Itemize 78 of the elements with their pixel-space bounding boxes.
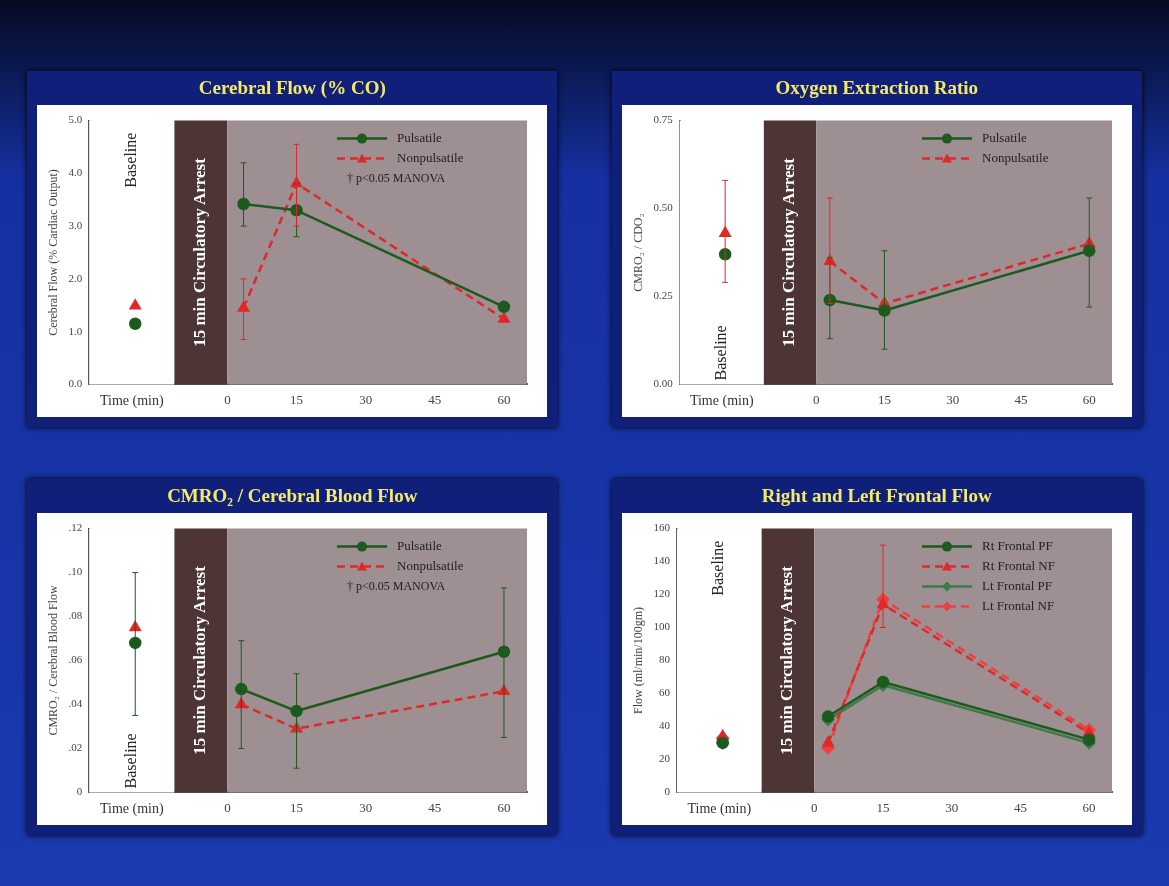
x-tick-label: 45 [1014, 391, 1028, 407]
y-tick-label: 160 [653, 521, 671, 534]
x-tick-label: 60 [1082, 799, 1096, 815]
y-tick-label: .02 [68, 740, 83, 753]
y-tick-label: 1.0 [68, 324, 83, 337]
y-tick-label: .06 [68, 653, 83, 666]
legend-label: Pulsatile [981, 130, 1027, 146]
y-tick-label: 60 [658, 686, 671, 699]
x-tick-label: 0 [812, 391, 820, 407]
y-axis-title: CMRO₂ / Cerebral Blood Flow [46, 584, 61, 736]
legend-label: Pulsatile [397, 130, 443, 146]
x-tick-label: 30 [359, 799, 373, 815]
legend-label: Pulsatile [397, 537, 443, 553]
x-tick-label: 60 [497, 799, 511, 815]
y-axis-title: Flow (ml/min/100gm) [631, 606, 646, 714]
y-tick-label: 140 [653, 554, 671, 567]
band-label: 15 min Circulatory Arrest [190, 158, 210, 348]
y-tick-label: .04 [68, 697, 83, 710]
y-axis-title: CMRO₂ / CDO₂ [631, 213, 646, 293]
x-tick-label: 30 [359, 391, 373, 407]
x-tick-label: 15 [290, 391, 304, 407]
y-tick-label: 120 [653, 587, 671, 600]
chart-title: CMRO₂ / Cerebral Blood Flow [166, 484, 419, 507]
y-tick-label: 0.50 [653, 201, 673, 214]
y-tick-label: 2.0 [68, 272, 83, 285]
y-tick-label: 0.75 [653, 113, 673, 126]
x-tick-label: 45 [428, 391, 442, 407]
y-tick-label: 3.0 [68, 219, 83, 232]
y-tick-label: 4.0 [68, 166, 83, 179]
y-tick-label: 0.00 [653, 377, 673, 390]
x-tick-label: 60 [497, 391, 511, 407]
band-label: Baseline [122, 732, 140, 789]
y-tick-label: .08 [68, 609, 83, 622]
x-tick-label: 15 [877, 391, 891, 407]
y-tick-label: 40 [658, 719, 671, 731]
y-tick-label: .12 [68, 521, 83, 534]
x-axis-title: Time (min) [687, 800, 752, 817]
legend-label: Nonpulsatile [397, 557, 464, 573]
x-tick-label: 45 [1013, 799, 1027, 815]
band-label: Baseline [711, 325, 729, 381]
y-axis-title: Cerebral Flow (% Cardiac Output) [46, 169, 61, 337]
x-tick-label: 30 [945, 391, 959, 407]
chart-title: Oxygen Extraction Ratio [774, 77, 980, 100]
legend-label: Lt Frontal NF [981, 597, 1054, 613]
y-tick-label: 0 [664, 784, 671, 797]
legend-label: Rt Frontal PF [981, 537, 1053, 553]
y-tick-label: 0 [76, 784, 83, 797]
legend-label: Lt Frontal PF [981, 577, 1052, 593]
band-label: 15 min Circulatory Arrest [190, 565, 210, 755]
y-tick-label: 0.25 [653, 289, 673, 302]
band-label: Baseline [709, 540, 727, 596]
chart-title: Right and Left Frontal Flow [760, 484, 993, 507]
legend-label: Rt Frontal NF [981, 557, 1055, 573]
x-tick-label: 0 [810, 799, 818, 815]
x-tick-label: 15 [290, 799, 304, 815]
annotation: † p<0.05 MANOVA [347, 171, 446, 186]
band-label: Baseline [122, 132, 140, 189]
x-tick-label: 0 [224, 391, 231, 407]
annotation: † p<0.05 MANOVA [347, 578, 446, 593]
x-axis-title: Time (min) [100, 393, 165, 410]
y-tick-label: .10 [68, 565, 83, 578]
x-axis-title: Time (min) [100, 800, 165, 817]
y-tick-label: 5.0 [68, 113, 83, 126]
legend-label: Nonpulsatile [397, 150, 464, 166]
band-label: 15 min Circulatory Arrest [779, 158, 799, 348]
x-axis-title: Time (min) [689, 393, 754, 410]
y-tick-label: 20 [658, 751, 671, 764]
x-tick-label: 0 [224, 799, 231, 815]
x-tick-label: 45 [428, 799, 442, 815]
y-tick-label: 80 [658, 653, 671, 666]
x-tick-label: 15 [876, 799, 890, 815]
legend-label: Nonpulsatile [981, 150, 1049, 166]
chart-title: Cerebral Flow (% CO) [197, 77, 387, 100]
band-label: 15 min Circulatory Arrest [777, 565, 797, 755]
x-tick-label: 30 [944, 799, 958, 815]
y-tick-label: 100 [653, 620, 671, 633]
x-tick-label: 60 [1082, 391, 1096, 407]
y-tick-label: 0.0 [68, 377, 83, 390]
